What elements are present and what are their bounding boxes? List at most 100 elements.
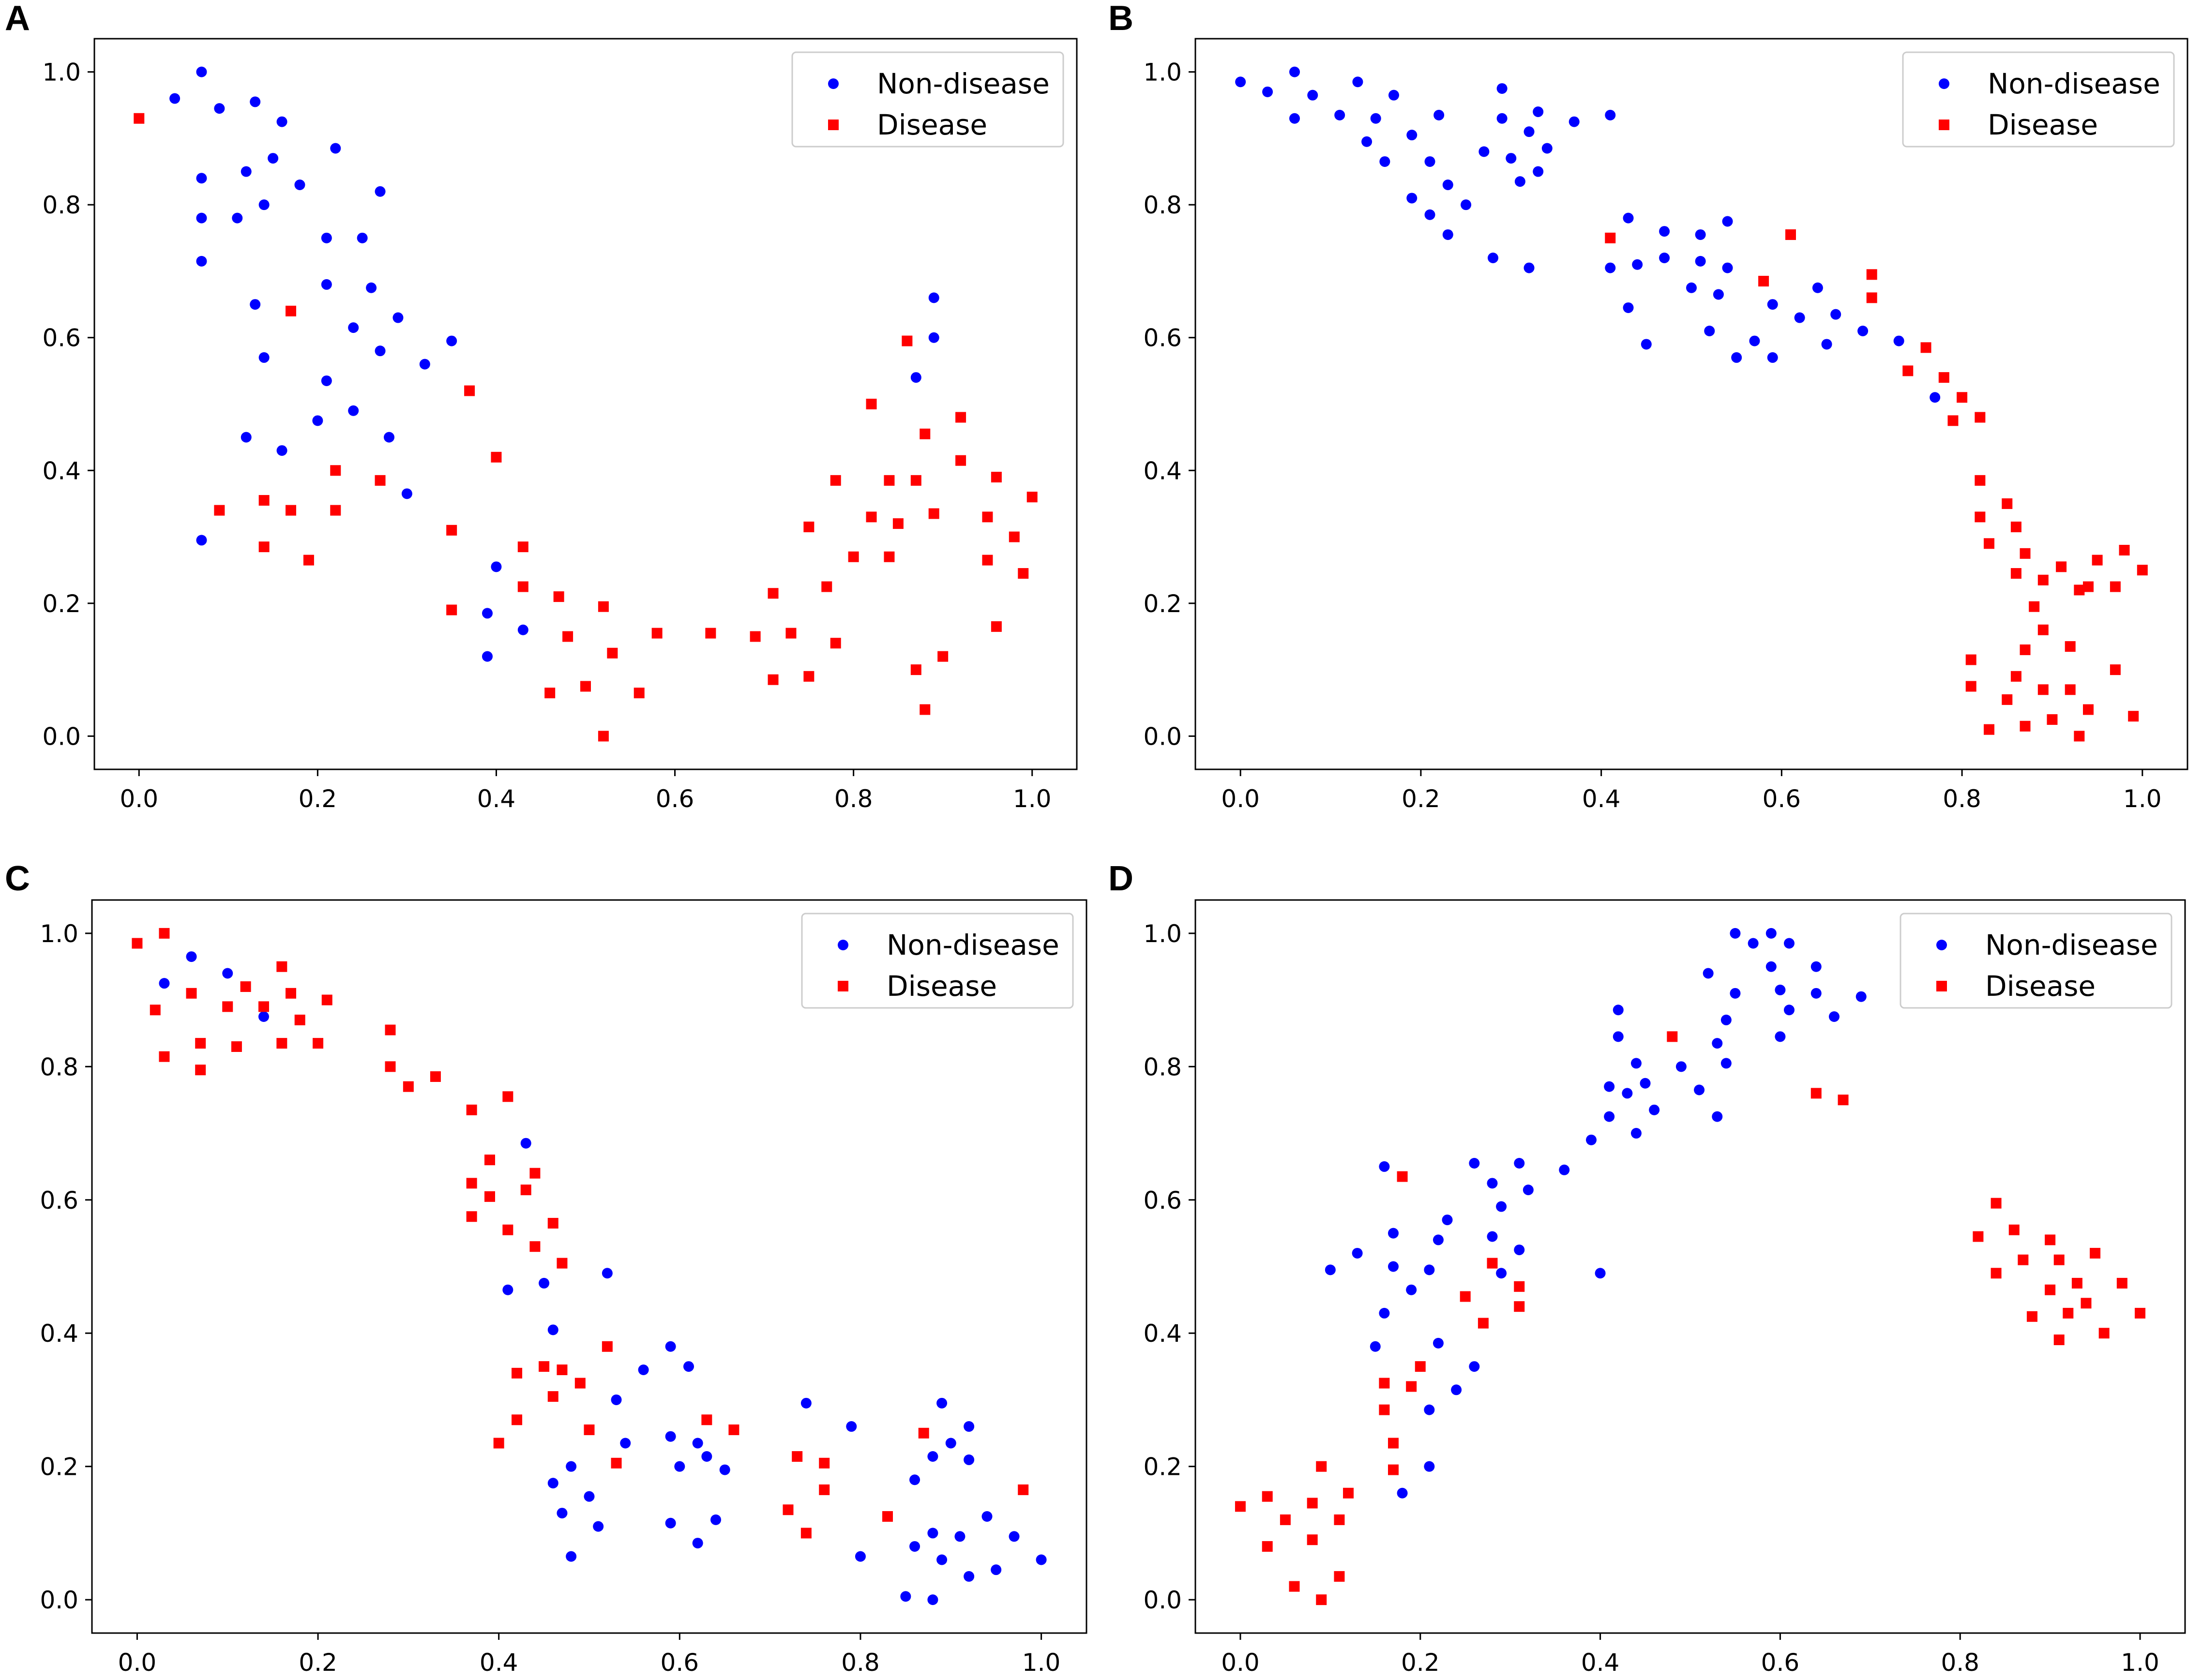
- point-non-disease: [1695, 255, 1706, 267]
- point-non-disease: [1704, 326, 1715, 336]
- legend-box: [1902, 51, 2175, 148]
- point-non-disease: [1765, 928, 1777, 939]
- point-non-disease: [539, 1277, 550, 1289]
- point-non-disease: [927, 1594, 938, 1605]
- point-disease: [132, 938, 143, 949]
- point-disease: [1316, 1461, 1327, 1472]
- point-non-disease: [1857, 326, 1869, 336]
- point-non-disease: [547, 1324, 558, 1335]
- point-non-disease: [321, 232, 332, 243]
- point-disease: [1957, 392, 1968, 403]
- point-non-disease: [1406, 1284, 1417, 1295]
- point-non-disease: [1451, 1384, 1462, 1395]
- series-non-disease: [159, 951, 1047, 1605]
- y-tick-label: 0.8: [1143, 1053, 1182, 1081]
- point-disease: [1379, 1404, 1390, 1415]
- point-disease: [1902, 365, 1914, 376]
- point-non-disease: [321, 375, 332, 386]
- point-non-disease: [665, 1431, 676, 1442]
- point-non-disease: [1352, 76, 1363, 88]
- point-non-disease: [1514, 176, 1525, 187]
- point-non-disease: [520, 1138, 531, 1149]
- x-tick-label: 0.6: [656, 785, 694, 813]
- point-disease: [517, 581, 528, 592]
- point-non-disease: [294, 180, 305, 190]
- point-disease: [2074, 731, 2085, 742]
- point-disease: [286, 305, 296, 316]
- point-non-disease: [710, 1514, 722, 1525]
- point-disease: [1289, 1581, 1300, 1592]
- x-tick-label: 0.0: [1221, 1649, 1260, 1677]
- point-non-disease: [719, 1464, 730, 1475]
- x-tick-label: 0.6: [661, 1649, 699, 1677]
- point-non-disease: [1334, 109, 1345, 120]
- point-non-disease: [1523, 262, 1535, 273]
- point-non-disease: [1541, 143, 1553, 154]
- x-tick-label: 0.4: [1582, 785, 1621, 813]
- point-non-disease: [1810, 961, 1822, 972]
- point-non-disease: [1514, 1245, 1525, 1256]
- x-tick-label: 0.2: [299, 1649, 337, 1677]
- y-tick-label: 1.0: [1143, 920, 1182, 948]
- point-disease: [920, 428, 931, 439]
- point-non-disease: [1694, 1084, 1705, 1095]
- axes-frame: [93, 38, 1078, 770]
- y-tick-label: 0.6: [40, 1186, 78, 1215]
- point-disease: [286, 505, 296, 516]
- point-non-disease: [1289, 113, 1300, 124]
- point-non-disease: [1379, 1307, 1390, 1319]
- point-disease: [313, 1038, 324, 1049]
- point-non-disease: [1424, 1461, 1435, 1472]
- legend-marker-non-disease: [838, 940, 848, 950]
- point-non-disease: [330, 143, 341, 154]
- point-non-disease: [1424, 1264, 1435, 1275]
- point-non-disease: [954, 1531, 965, 1542]
- point-disease: [792, 1451, 803, 1462]
- point-disease: [520, 1185, 531, 1196]
- point-non-disease: [384, 432, 394, 443]
- point-disease: [2098, 1328, 2110, 1339]
- point-disease: [385, 1024, 396, 1035]
- y-tick-label: 1.0: [42, 59, 81, 87]
- point-non-disease: [169, 93, 181, 104]
- point-non-disease: [909, 1541, 920, 1552]
- x-tick-label: 1.0: [1022, 1649, 1061, 1677]
- point-non-disease: [1794, 312, 1805, 323]
- panel-letter: C: [5, 859, 30, 898]
- point-non-disease: [638, 1364, 649, 1375]
- point-disease: [902, 335, 913, 346]
- point-non-disease: [928, 292, 939, 303]
- y-tick-label: 0.8: [42, 191, 81, 219]
- point-non-disease: [1712, 1111, 1723, 1122]
- point-disease: [1018, 1484, 1029, 1495]
- point-disease: [2065, 641, 2076, 652]
- point-disease: [493, 1438, 504, 1449]
- y-tick-label: 0.2: [1143, 590, 1182, 618]
- legend-marker-disease: [838, 981, 848, 991]
- point-non-disease: [1712, 1038, 1723, 1049]
- point-disease: [484, 1155, 495, 1166]
- point-non-disease: [1749, 335, 1760, 346]
- point-non-disease: [1855, 991, 1867, 1002]
- point-non-disease: [1613, 1005, 1624, 1016]
- y-tick-label: 0.6: [1143, 324, 1182, 352]
- point-non-disease: [566, 1551, 577, 1562]
- point-disease: [466, 1211, 477, 1222]
- point-disease: [258, 1001, 269, 1012]
- point-non-disease: [1722, 216, 1733, 227]
- point-disease: [2110, 581, 2121, 592]
- point-disease: [2037, 684, 2049, 695]
- point-disease: [2053, 1254, 2065, 1265]
- point-disease: [1307, 1498, 1318, 1509]
- point-disease: [1667, 1031, 1678, 1042]
- legend-label: Disease: [877, 108, 987, 141]
- point-disease: [544, 688, 556, 699]
- point-disease: [884, 551, 895, 562]
- axes-frame: [91, 899, 1087, 1634]
- point-non-disease: [1506, 153, 1517, 164]
- point-non-disease: [1649, 1104, 1660, 1115]
- y-tick-label: 0.0: [40, 1586, 78, 1614]
- point-non-disease: [196, 173, 207, 184]
- point-disease: [1478, 1318, 1489, 1329]
- y-tick-label: 0.8: [1143, 191, 1182, 219]
